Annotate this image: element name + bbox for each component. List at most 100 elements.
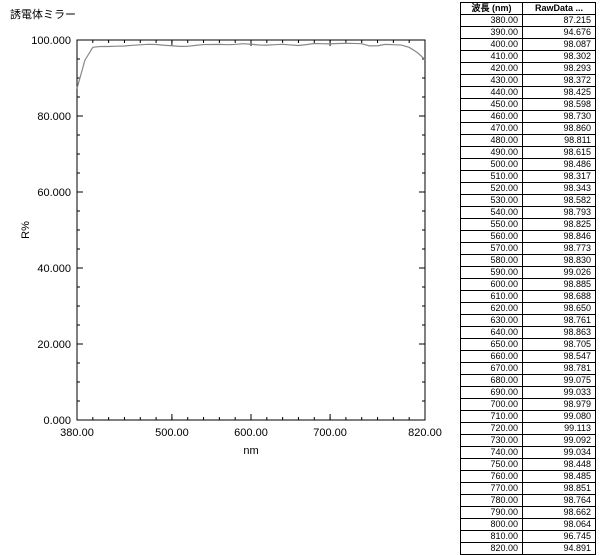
table-cell: 440.00 — [461, 87, 523, 99]
table-cell: 98.793 — [522, 207, 595, 219]
table-cell: 98.087 — [522, 39, 595, 51]
table-cell: 98.317 — [522, 171, 595, 183]
table-row: 530.0098.582 — [461, 195, 596, 207]
table-cell: 810.00 — [461, 531, 523, 543]
svg-text:80.000: 80.000 — [37, 111, 71, 123]
table-cell: 96.745 — [522, 531, 595, 543]
table-cell: 770.00 — [461, 483, 523, 495]
table-cell: 98.979 — [522, 399, 595, 411]
table-cell: 98.615 — [522, 147, 595, 159]
table-row: 580.0098.830 — [461, 255, 596, 267]
svg-text:60.000: 60.000 — [37, 187, 71, 199]
table-cell: 98.863 — [522, 327, 595, 339]
table-row: 710.0099.080 — [461, 411, 596, 423]
table-cell: 530.00 — [461, 195, 523, 207]
table-cell: 640.00 — [461, 327, 523, 339]
table-header: RawData ... — [522, 3, 595, 15]
table-row: 770.0098.851 — [461, 483, 596, 495]
svg-text:820.00: 820.00 — [408, 427, 442, 439]
table-row: 740.0099.034 — [461, 447, 596, 459]
table-cell: 790.00 — [461, 507, 523, 519]
table-cell: 98.547 — [522, 351, 595, 363]
table-row: 640.0098.863 — [461, 327, 596, 339]
table-cell: 510.00 — [461, 171, 523, 183]
table-row: 410.0098.302 — [461, 51, 596, 63]
table-cell: 600.00 — [461, 279, 523, 291]
table-cell: 760.00 — [461, 471, 523, 483]
table-cell: 98.811 — [522, 135, 595, 147]
table-cell: 87.215 — [522, 15, 595, 27]
table-cell: 700.00 — [461, 399, 523, 411]
table-row: 390.0094.676 — [461, 27, 596, 39]
table-cell: 660.00 — [461, 351, 523, 363]
svg-text:500.00: 500.00 — [155, 427, 189, 439]
table-cell: 470.00 — [461, 123, 523, 135]
table-cell: 98.598 — [522, 99, 595, 111]
table-cell: 98.650 — [522, 303, 595, 315]
table-row: 450.0098.598 — [461, 99, 596, 111]
svg-text:100.000: 100.000 — [31, 35, 71, 47]
table-cell: 98.302 — [522, 51, 595, 63]
table-cell: 780.00 — [461, 495, 523, 507]
table-cell: 720.00 — [461, 423, 523, 435]
table-row: 480.0098.811 — [461, 135, 596, 147]
svg-text:nm: nm — [243, 445, 258, 457]
table-cell: 410.00 — [461, 51, 523, 63]
table-cell: 99.113 — [522, 423, 595, 435]
table-row: 730.0099.092 — [461, 435, 596, 447]
table-row: 660.0098.547 — [461, 351, 596, 363]
table-cell: 98.851 — [522, 483, 595, 495]
table-cell: 580.00 — [461, 255, 523, 267]
page-title: 誘電体ミラー — [10, 6, 76, 22]
table-cell: 98.485 — [522, 471, 595, 483]
table-row: 490.0098.615 — [461, 147, 596, 159]
table-cell: 98.688 — [522, 291, 595, 303]
table-cell: 98.064 — [522, 519, 595, 531]
table-cell: 98.425 — [522, 87, 595, 99]
svg-text:700.00: 700.00 — [313, 427, 347, 439]
table-cell: 98.825 — [522, 219, 595, 231]
table-cell: 420.00 — [461, 63, 523, 75]
table-cell: 98.662 — [522, 507, 595, 519]
table-cell: 99.075 — [522, 375, 595, 387]
table-cell: 740.00 — [461, 447, 523, 459]
table-row: 510.0098.317 — [461, 171, 596, 183]
table-cell: 680.00 — [461, 375, 523, 387]
table-header: 波長 (nm) — [461, 3, 523, 15]
table-row: 560.0098.846 — [461, 231, 596, 243]
table-row: 590.0099.026 — [461, 267, 596, 279]
table-row: 790.0098.662 — [461, 507, 596, 519]
table-cell: 800.00 — [461, 519, 523, 531]
table-cell: 400.00 — [461, 39, 523, 51]
table-cell: 570.00 — [461, 243, 523, 255]
table-cell: 380.00 — [461, 15, 523, 27]
table-row: 670.0098.781 — [461, 363, 596, 375]
table-row: 460.0098.730 — [461, 111, 596, 123]
table-cell: 670.00 — [461, 363, 523, 375]
table-row: 380.0087.215 — [461, 15, 596, 27]
table-cell: 98.293 — [522, 63, 595, 75]
table-row: 550.0098.825 — [461, 219, 596, 231]
table-row: 610.0098.688 — [461, 291, 596, 303]
table-cell: 98.773 — [522, 243, 595, 255]
table-cell: 98.486 — [522, 159, 595, 171]
table-row: 680.0099.075 — [461, 375, 596, 387]
table-row: 700.0098.979 — [461, 399, 596, 411]
table-row: 750.0098.448 — [461, 459, 596, 471]
svg-text:380.00: 380.00 — [60, 427, 94, 439]
table-cell: 94.676 — [522, 27, 595, 39]
table-cell: 99.080 — [522, 411, 595, 423]
table-cell: 98.846 — [522, 231, 595, 243]
table-row: 600.0098.885 — [461, 279, 596, 291]
table-row: 720.0099.113 — [461, 423, 596, 435]
table-row: 500.0098.486 — [461, 159, 596, 171]
table-cell: 590.00 — [461, 267, 523, 279]
table-cell: 540.00 — [461, 207, 523, 219]
table-row: 810.0096.745 — [461, 531, 596, 543]
svg-text:600.00: 600.00 — [234, 427, 268, 439]
table-cell: 520.00 — [461, 183, 523, 195]
table-row: 540.0098.793 — [461, 207, 596, 219]
table-row: 780.0098.764 — [461, 495, 596, 507]
table-row: 400.0098.087 — [461, 39, 596, 51]
table-row: 570.0098.773 — [461, 243, 596, 255]
